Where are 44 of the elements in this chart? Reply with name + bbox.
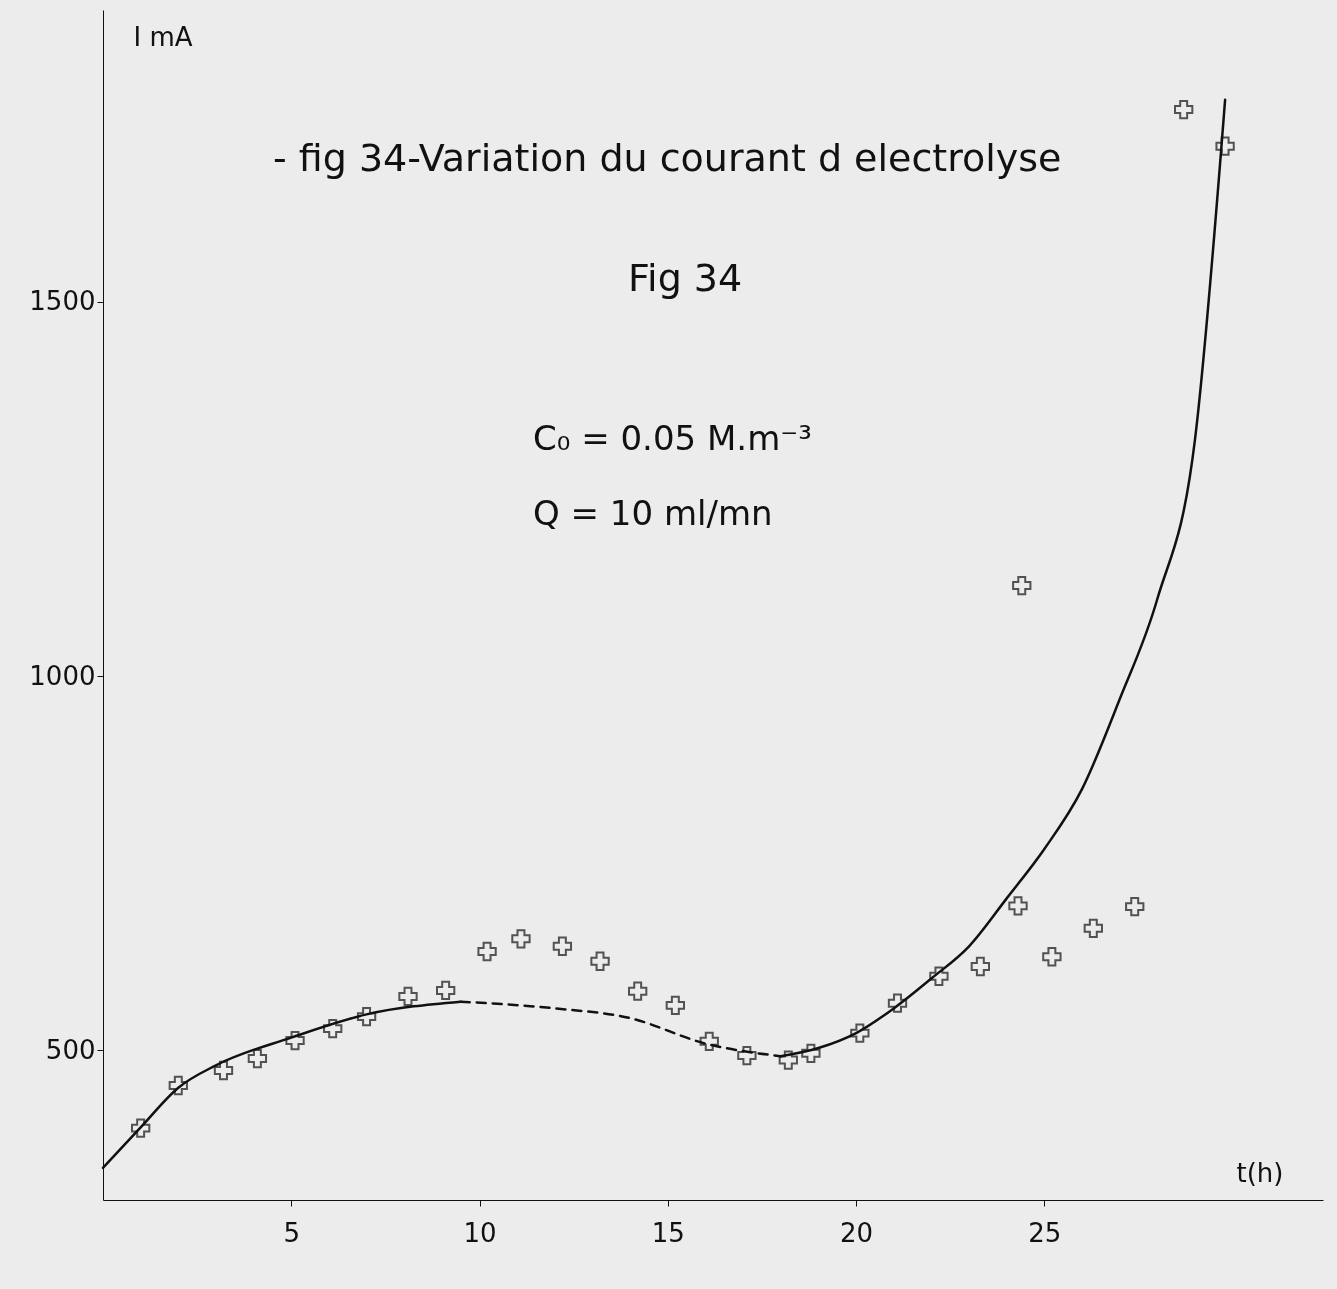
point — [398, 986, 418, 1007]
y-tick-label: 500 — [45, 1034, 96, 1065]
point — [1174, 99, 1194, 120]
point — [699, 1031, 719, 1051]
point — [356, 1006, 377, 1027]
annotation: Q = 10 ml/mn — [533, 493, 773, 533]
point — [929, 966, 949, 986]
x-tick-label: 5 — [283, 1217, 301, 1248]
point — [1008, 896, 1028, 916]
point — [247, 1048, 268, 1069]
point — [1012, 575, 1032, 596]
point — [130, 1118, 151, 1138]
point — [737, 1045, 757, 1066]
x-axis-title: t(h) — [1236, 1157, 1284, 1188]
point — [511, 929, 531, 949]
point — [552, 936, 573, 956]
point — [285, 1030, 305, 1051]
y-axis-title: I mA — [133, 21, 193, 52]
point — [970, 956, 991, 977]
point — [665, 995, 686, 1016]
point — [168, 1075, 188, 1096]
x-tick-label: 15 — [651, 1217, 685, 1248]
point — [590, 951, 610, 971]
x-tick-label: 25 — [1028, 1217, 1062, 1248]
y-tick-label: 1000 — [29, 660, 96, 691]
point — [323, 1018, 343, 1039]
point — [801, 1043, 821, 1063]
text: - fig 34-Variation du courant d electrolyse — [273, 136, 1062, 180]
point — [1042, 947, 1062, 967]
point — [628, 981, 648, 1001]
point — [887, 993, 908, 1013]
x-tick-label: 10 — [463, 1217, 497, 1248]
point — [477, 941, 497, 962]
point — [435, 980, 456, 1001]
point — [1083, 918, 1103, 938]
point — [1125, 896, 1145, 917]
point — [213, 1060, 234, 1081]
annotation: C₀ = 0.05 M.m⁻³ — [533, 418, 812, 458]
point — [850, 1023, 870, 1043]
x-tick-label: 20 — [840, 1217, 874, 1248]
y-tick-label: 1500 — [29, 286, 96, 317]
point — [1215, 136, 1235, 156]
point — [778, 1050, 798, 1070]
text: Fig 34 — [628, 256, 743, 300]
